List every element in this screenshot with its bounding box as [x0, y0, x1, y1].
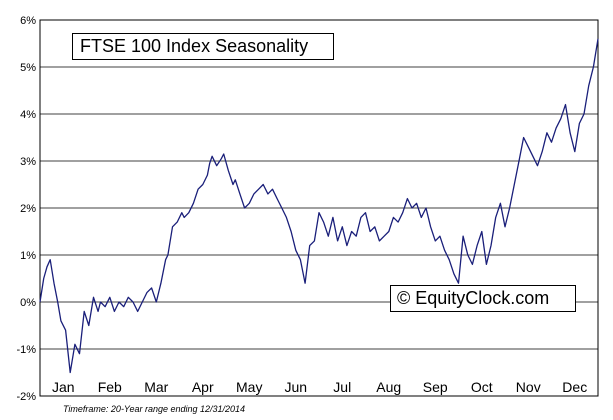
y-tick-label: 5%	[20, 62, 36, 74]
x-tick-label: Jan	[52, 379, 75, 395]
x-axis: Jan Feb Mar Apr May Jun Jul Aug Sep Oct Nov Dec	[52, 379, 587, 395]
x-tick-label: Oct	[471, 379, 493, 395]
x-tick-label: Sep	[423, 379, 448, 395]
series-layer	[39, 38, 599, 374]
x-tick-label: Feb	[98, 379, 122, 395]
footnote: Timeframe: 20-Year range ending 12/31/20…	[63, 404, 246, 414]
y-tick-label: -2%	[16, 391, 36, 403]
watermark: © EquityClock.com	[390, 285, 576, 312]
y-tick-label: 0%	[20, 297, 36, 309]
y-axis: -2% -1% 0% 1% 2% 3% 4% 5% 6%	[16, 15, 36, 403]
x-tick-label: Mar	[144, 379, 168, 395]
x-tick-label: May	[236, 379, 262, 395]
series-line	[39, 38, 599, 374]
y-tick-label: 3%	[20, 156, 36, 168]
y-tick-label: 1%	[20, 250, 36, 262]
x-tick-label: Aug	[376, 379, 401, 395]
chart-title: FTSE 100 Index Seasonality	[72, 33, 334, 60]
x-tick-label: Dec	[562, 379, 587, 395]
x-tick-label: Apr	[192, 379, 214, 395]
y-tick-label: 6%	[20, 15, 36, 27]
x-tick-label: Nov	[516, 379, 541, 395]
x-tick-label: Jul	[333, 379, 351, 395]
y-tick-label: 2%	[20, 203, 36, 215]
y-tick-label: -1%	[16, 344, 36, 356]
y-tick-label: 4%	[20, 109, 36, 121]
x-tick-label: Jun	[284, 379, 307, 395]
